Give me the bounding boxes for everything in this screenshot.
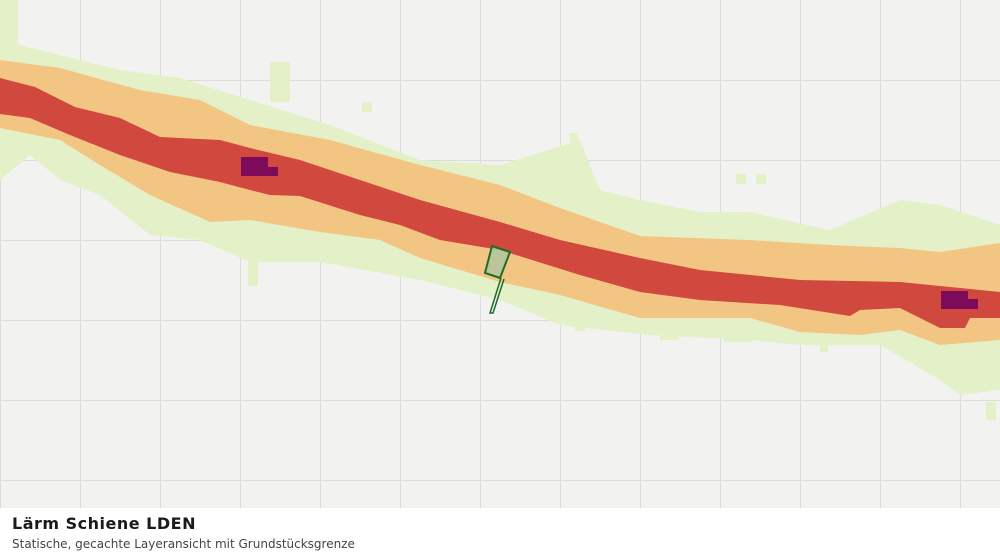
map-view	[0, 0, 1000, 508]
layer-subtitle: Statische, gecachte Layeransicht mit Gru…	[12, 537, 355, 551]
caption-panel: Lärm Schiene LDEN Statische, gecachte La…	[0, 508, 1000, 560]
noise-zone-medium	[0, 60, 1000, 345]
layer-title: Lärm Schiene LDEN	[12, 514, 196, 533]
noise-zone-high	[0, 78, 1000, 328]
noise-zone-very-high	[241, 157, 978, 309]
parcel-boundary	[483, 244, 512, 314]
